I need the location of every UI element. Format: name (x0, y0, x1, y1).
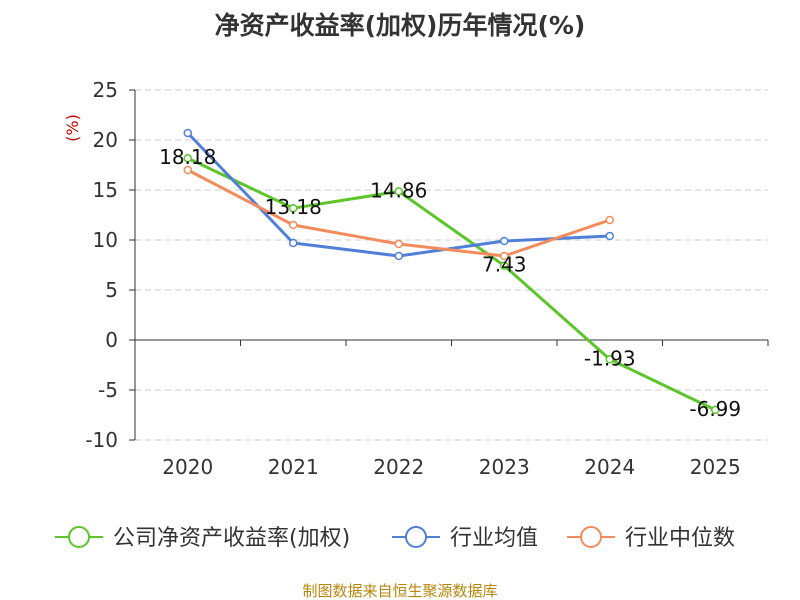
x-tick-label: 2020 (162, 455, 213, 479)
series-line (187, 156, 716, 412)
data-point (183, 153, 192, 163)
data-point (394, 239, 403, 249)
y-tick-label: 10 (93, 228, 118, 252)
data-point (394, 187, 403, 196)
y-tick-label: 5 (105, 278, 118, 302)
grid-layer (135, 89, 768, 441)
chart-title: 净资产收益率(加权)历年情况(%) (215, 11, 586, 40)
data-point (394, 251, 403, 261)
data-point (605, 355, 614, 364)
data-label: 18.18 (159, 145, 216, 169)
data-point (500, 251, 509, 261)
y-tick-label: 25 (93, 78, 118, 102)
legend: 公司净资产收益率(加权) 行业均值 行业中位数 (55, 526, 735, 551)
y-tick-label: -5 (98, 378, 118, 402)
legend-marker (68, 526, 90, 548)
legend-marker (405, 526, 427, 548)
data-label: 13.18 (265, 195, 322, 219)
y-tick-label: 0 (105, 328, 118, 352)
y-tick-label: -10 (85, 428, 118, 452)
data-point (500, 261, 509, 270)
data-point (289, 203, 298, 213)
data-point (289, 220, 298, 230)
y-axis-label: (%) (63, 114, 82, 142)
x-tick-label: 2024 (584, 455, 635, 479)
x-tick-label: 2023 (479, 455, 530, 479)
y-tick-label: 20 (93, 128, 118, 152)
legend-label: 行业均值 (450, 526, 538, 551)
data-label: 7.43 (482, 253, 527, 277)
x-tick-label: 2025 (690, 455, 741, 479)
data-label-layer: 18.18 13.18 14.86 7.43 -1.93 -6.99 (159, 145, 741, 421)
data-label: -1.93 (584, 346, 636, 370)
data-label: 14.86 (370, 178, 427, 202)
source-note: 制图数据来自恒生聚源数据库 (302, 582, 497, 600)
data-point (500, 236, 509, 246)
x-tick-label: 2022 (373, 455, 424, 479)
y-tick-label: 15 (93, 178, 118, 202)
data-point (183, 165, 192, 175)
data-point (289, 238, 298, 248)
legend-marker (580, 526, 602, 548)
legend-label: 行业中位数 (625, 526, 735, 551)
data-point (605, 231, 614, 241)
series-layer (183, 128, 720, 415)
data-point (605, 215, 614, 225)
data-label: -6.99 (689, 397, 741, 421)
data-point (183, 128, 192, 138)
legend-label: 公司净资产收益率(加权) (113, 526, 350, 551)
x-tick-label: 2021 (268, 455, 319, 479)
axis-layer: 25 20 15 10 5 0 -5 -10 2020 2021 2022 2023 2024 2025 (85, 78, 769, 479)
data-point (711, 405, 720, 415)
